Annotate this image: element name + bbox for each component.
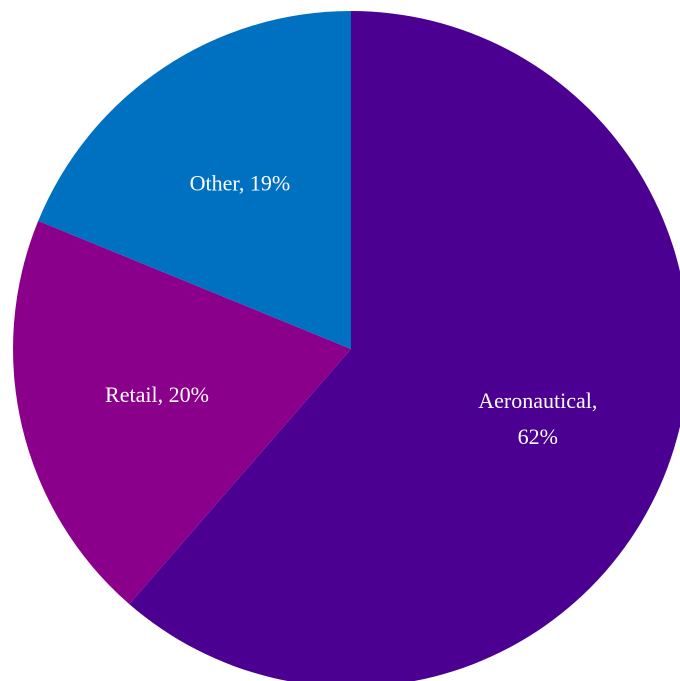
pie-slice-retail: [13, 220, 351, 605]
pie-slice-aeronautical: [129, 11, 680, 681]
slice-label-other: Other, 19%: [190, 170, 291, 195]
slice-label-line: 62%: [518, 424, 558, 449]
pie-slices: [13, 11, 680, 681]
slice-label-line: Aeronautical,: [478, 388, 597, 413]
slice-label-line: Other, 19%: [190, 170, 291, 195]
pie-slice-other: [38, 11, 351, 349]
pie-labels: Aeronautical, 62% Retail, 20% Other, 19%: [105, 170, 597, 448]
slice-label-retail: Retail, 20%: [105, 382, 209, 407]
slice-label-aeronautical: Aeronautical, 62%: [478, 388, 597, 449]
slice-label-line: Retail, 20%: [105, 382, 209, 407]
